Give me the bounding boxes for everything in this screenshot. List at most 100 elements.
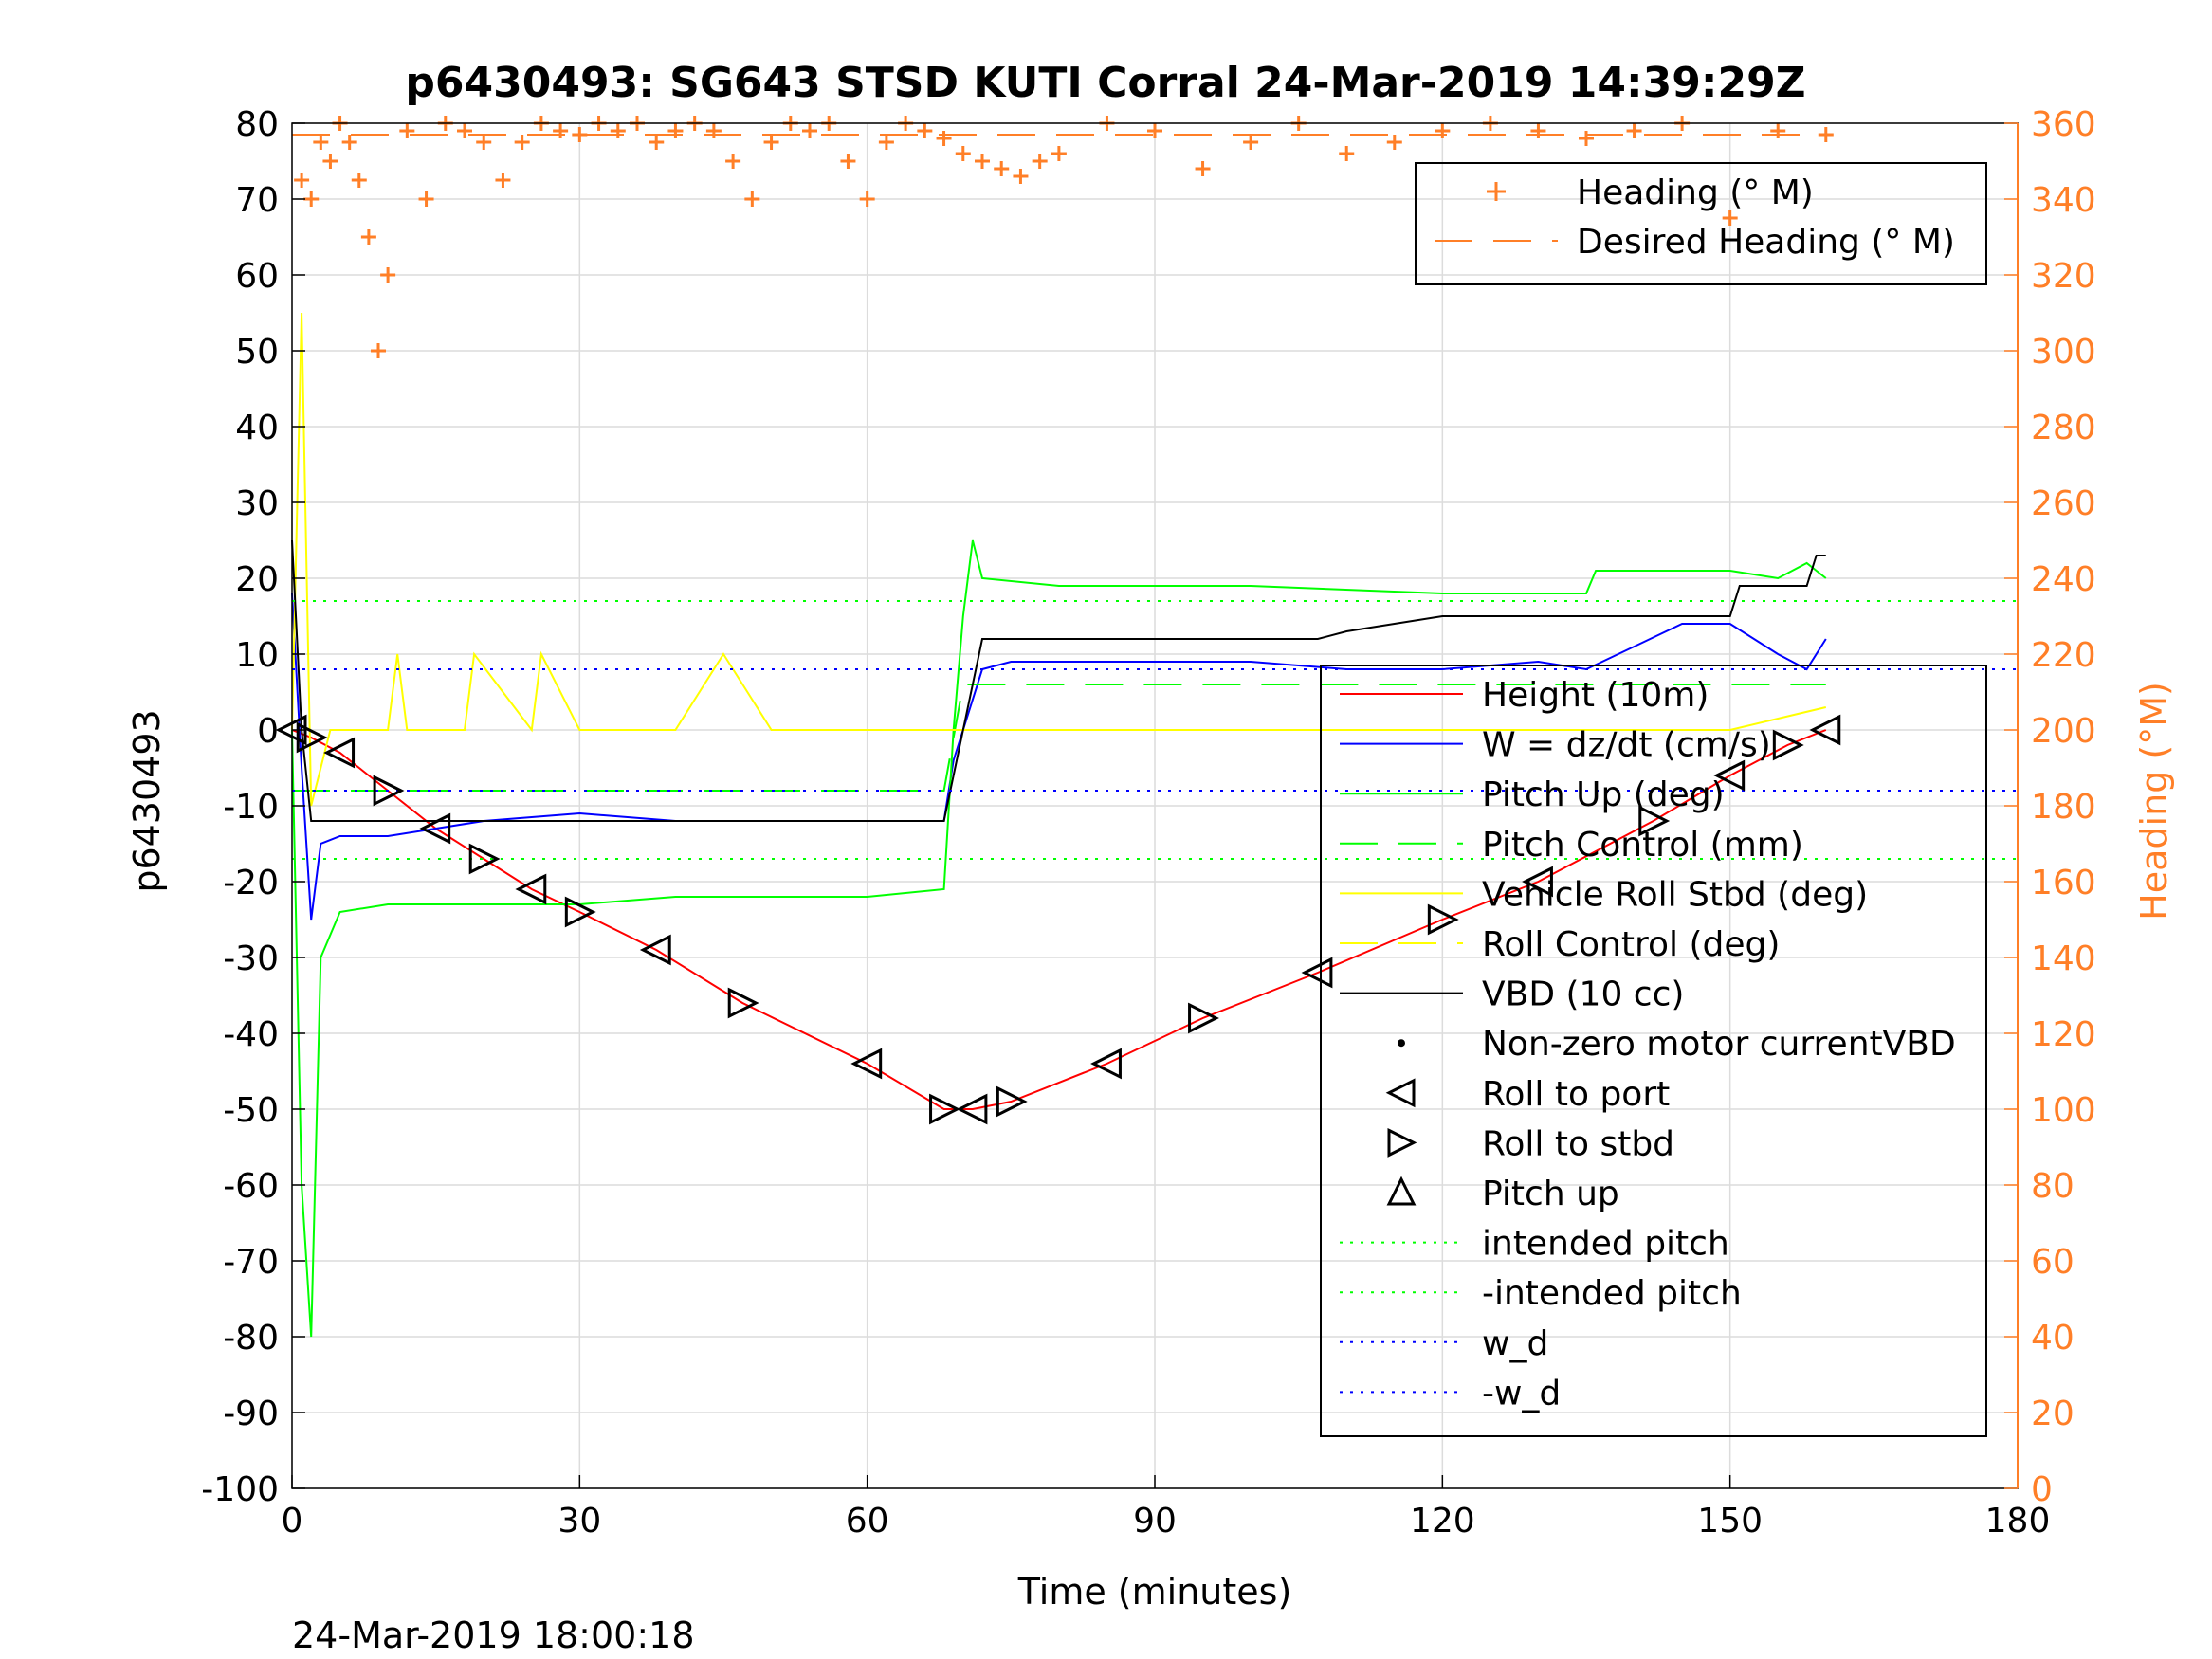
y2-tick-label: 300: [2031, 333, 2096, 372]
heading-point: [1530, 123, 1546, 138]
series-vbd-10-cc: [291, 539, 1826, 822]
roll-to-stbd-marker: [1772, 729, 1804, 761]
x-axis: 0 30 60 90 120 150 180: [282, 1475, 2050, 1540]
heading-point: [975, 154, 990, 169]
y2-tick-label: 180: [2031, 788, 2096, 827]
legend-label: Roll to stbd: [1482, 1124, 1674, 1163]
legend-label: intended pitch: [1482, 1225, 1729, 1264]
legend-label: W = dz/dt (cm/s): [1482, 726, 1771, 765]
y-tick-label: -10: [223, 788, 279, 827]
x-tick-label: 60: [846, 1502, 889, 1540]
heading-point: [1818, 127, 1834, 142]
legend-label: VBD (10 cc): [1482, 975, 1684, 1014]
legend-label: Non-zero motor currentVBD: [1482, 1025, 1956, 1064]
roll-to-stbd-marker: [929, 1093, 960, 1125]
y-tick-label: 10: [235, 636, 279, 675]
legend-heading: Heading (° M) Desired Heading (° M): [1415, 162, 1987, 285]
legend-box: [1415, 162, 1987, 285]
x-tick-label: 30: [558, 1502, 601, 1540]
x-axis-label: Time (minutes): [1017, 1571, 1292, 1613]
heading-point: [878, 135, 894, 150]
heading-point: [1435, 123, 1451, 138]
y-tick-label: -40: [223, 1015, 279, 1054]
heading-point: [371, 343, 386, 358]
y2-axis-label: Heading (°M): [2133, 682, 2175, 921]
legend-label: -w_d: [1482, 1374, 1561, 1413]
heading-point: [514, 135, 530, 150]
y2-tick-label: 220: [2031, 636, 2096, 675]
y2-tick-label: 20: [2031, 1395, 2075, 1433]
y2-tick-label: 340: [2031, 181, 2096, 220]
x-tick-label: 0: [282, 1502, 303, 1540]
heading-point: [1626, 123, 1642, 138]
heading-point: [994, 161, 1010, 176]
heading-point: [341, 135, 357, 150]
series-heading-m: [294, 116, 1834, 358]
roll-to-stbd-marker: [296, 721, 328, 754]
heading-point: [351, 173, 367, 188]
y-tick-label: 80: [235, 105, 279, 144]
chart-title: p6430493: SG643 STSD KUTI Corral 24-Mar-…: [405, 59, 1805, 107]
heading-point: [1147, 123, 1162, 138]
legend-swatch: [1386, 1176, 1417, 1206]
heading-point: [1243, 135, 1259, 150]
legend-label: Roll Control (deg): [1482, 925, 1780, 964]
y2-tick-label: 320: [2031, 257, 2096, 296]
roll-to-port-marker: [956, 1093, 988, 1125]
y-tick-label: -80: [223, 1319, 279, 1358]
roll-to-stbd-marker: [1638, 805, 1671, 837]
x-tick-label: 150: [1697, 1502, 1763, 1540]
heading-point: [495, 173, 511, 188]
y-tick-label: -90: [223, 1395, 279, 1433]
heading-point: [1579, 131, 1594, 146]
heading-point: [294, 173, 310, 188]
y-tick-label: -20: [223, 864, 279, 902]
legend-swatch: [1487, 182, 1506, 201]
heading-point: [936, 131, 952, 146]
y-tick-label: -50: [223, 1091, 279, 1130]
heading-point: [1339, 146, 1355, 161]
legend-label: Roll to port: [1482, 1075, 1670, 1114]
roll-to-port-marker: [1809, 714, 1841, 746]
y2-tick-label: 360: [2031, 105, 2096, 144]
y2-tick-label: 100: [2031, 1091, 2096, 1130]
heading-point: [667, 123, 684, 138]
heading-point: [1722, 210, 1738, 226]
legend-label: Height (10m): [1482, 676, 1709, 715]
heading-point: [744, 191, 760, 207]
heading-point: [322, 154, 338, 169]
roll-to-port-marker: [323, 737, 356, 769]
heading-point: [917, 123, 933, 138]
y2-tick-label: 140: [2031, 939, 2096, 978]
heading-point: [313, 135, 329, 150]
x-tick-label: 120: [1410, 1502, 1475, 1540]
series-layer: [291, 116, 2018, 1338]
y2-tick-label: 260: [2031, 484, 2096, 523]
roll-to-port-marker: [1713, 759, 1746, 792]
legend-label: Heading (° M): [1577, 173, 1814, 212]
roll-to-stbd-marker: [996, 1085, 1028, 1118]
y2-tick-label: 160: [2031, 864, 2096, 902]
y2-tick-label: 80: [2031, 1167, 2075, 1206]
heading-point: [1195, 161, 1211, 176]
y2-tick-label: 120: [2031, 1015, 2096, 1054]
y-tick-label: 30: [235, 484, 279, 523]
roll-to-port-marker: [1301, 957, 1333, 989]
roll-to-stbd-marker: [564, 896, 596, 928]
y2-tick-label: 0: [2031, 1470, 2053, 1509]
roll-to-stbd-marker: [373, 775, 405, 807]
y-tick-label: 50: [235, 333, 279, 372]
roll-to-stbd-marker: [727, 987, 759, 1019]
legend-main: Height (10m) W = dz/dt (cm/s) Pitch Up (de…: [1320, 665, 1987, 1437]
heading-point: [1770, 123, 1786, 138]
heading-point: [360, 229, 376, 245]
legend-swatch: [1385, 1078, 1416, 1108]
legend-label: -intended pitch: [1482, 1274, 1742, 1313]
roll-to-port-marker: [850, 1048, 883, 1080]
heading-point: [457, 123, 472, 138]
legend-swatch: [1387, 1127, 1417, 1158]
y-axis-right: 3603403203002802602402202001801601401201…: [2004, 105, 2096, 1509]
roll-to-stbd-marker: [468, 843, 501, 875]
heading-point: [572, 127, 588, 142]
y2-tick-label: 200: [2031, 712, 2096, 751]
